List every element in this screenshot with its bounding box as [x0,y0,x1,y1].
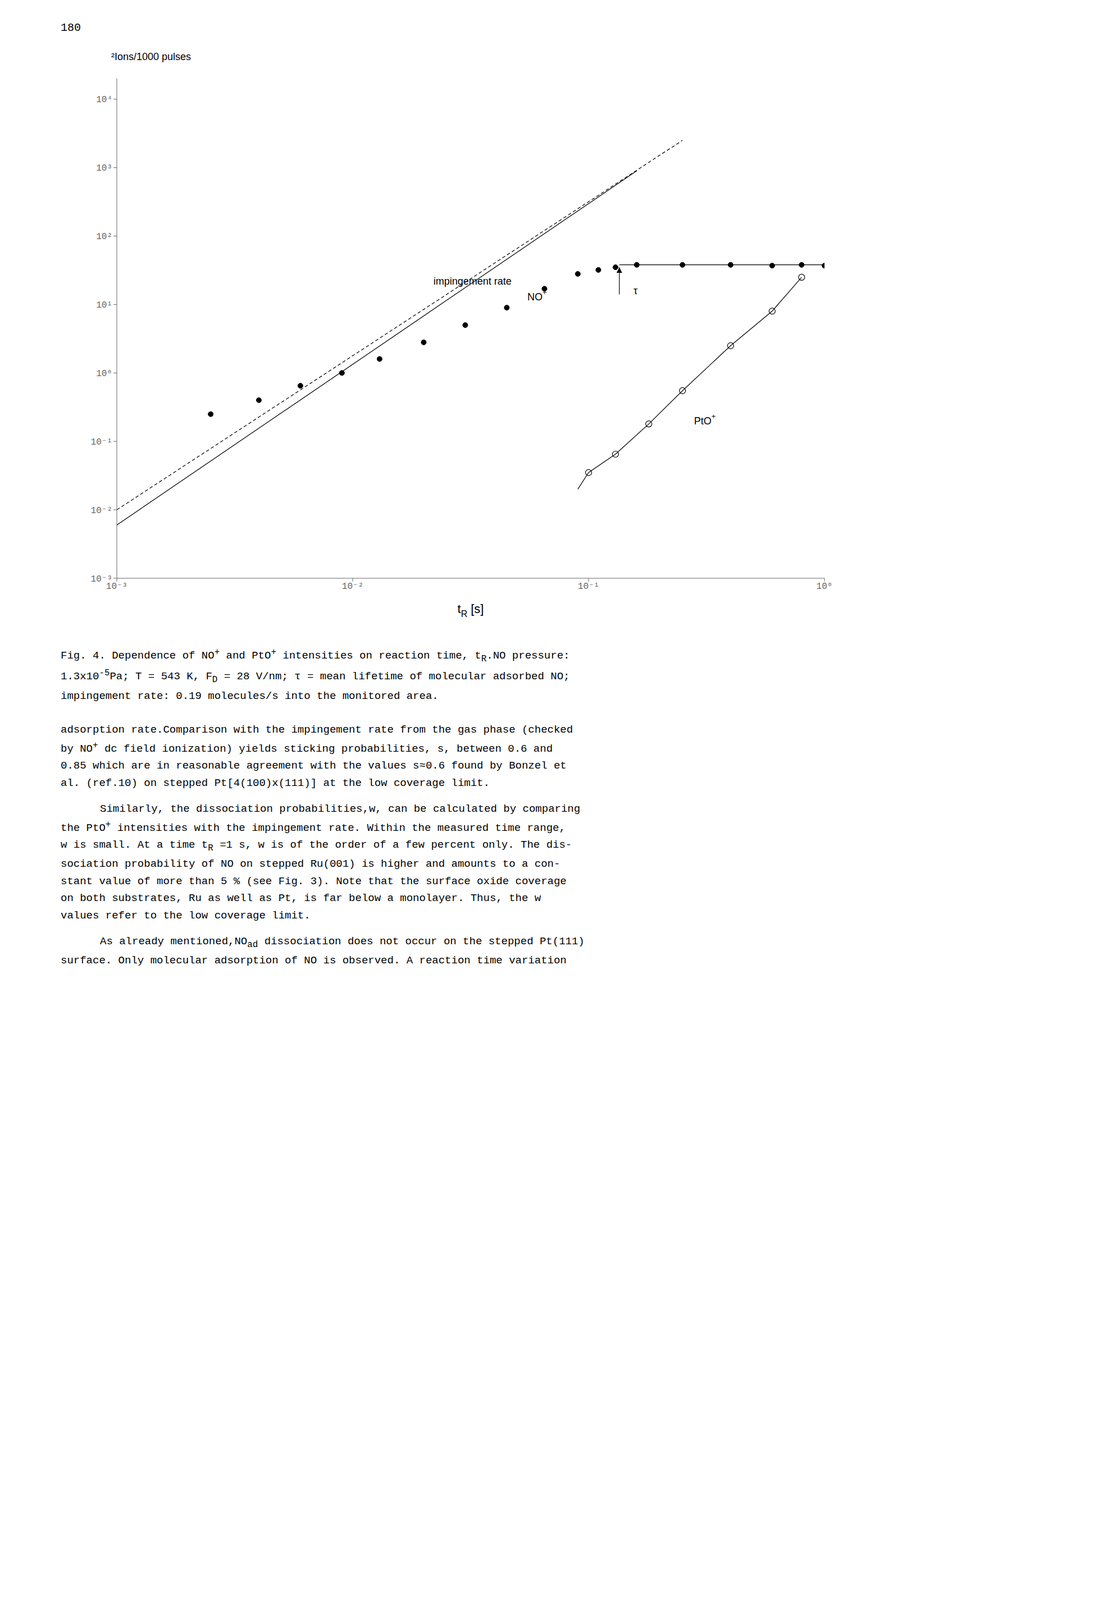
svg-text:impingement rate: impingement rate [433,275,512,287]
svg-text:10²: 10² [96,231,113,243]
html-text:Fig. 4. Dependence of NO+and P: Fig. 4. Dependence of NO+and PtO+intensi… [60,647,570,665]
svg-text:10⁻³: 10⁻³ [106,582,128,593]
svg-text:10⁻¹: 10⁻¹ [90,437,113,448]
html-text:adsorption rate.Comparison wit: adsorption rate.Comparison with the impi… [60,724,573,737]
svg-text:10⁻³: 10⁻³ [90,574,113,585]
svg-text:10³: 10³ [96,163,113,174]
svg-text:NO+: NO+ [527,288,548,303]
html-text:1.3x10-5Pa; T = 543 K, FD= 28: 1.3x10-5Pa; T = 543 K, FD= 28 V/nm; τ = … [60,668,570,686]
svg-text:τ: τ [633,285,638,297]
svg-text:10⁻¹: 10⁻¹ [577,581,600,592]
html-text:values refer to the low covera: values refer to the low coverage limit. [60,909,311,922]
svg-text:PtO+: PtO+ [694,412,717,427]
svg-text:10⁻²: 10⁻² [342,581,364,592]
html-text:by NO+dc field ionization) yie: by NO+dc field ionization) yields sticki… [60,740,553,756]
svg-text:10⁴: 10⁴ [96,94,113,106]
html-text:w is small. At a time tR=1 s,: w is small. At a time tR=1 s, w is of th… [60,839,572,854]
svg-text:10⁰: 10⁰ [96,368,113,380]
svg-text:tR [s]: tR [s] [457,602,485,619]
html-text:180: 180 [60,21,81,35]
svg-text:10⁰: 10⁰ [816,581,833,592]
html-text:al. (ref.10) on stepped Pt[4(1: al. (ref.10) on stepped Pt[4(100)x(111)]… [60,777,490,790]
html-text:impingement rate: 0.19 molecul: impingement rate: 0.19 molecules/s into … [60,690,439,703]
svg-text:10⁻²: 10⁻² [90,506,113,517]
svg-text:10¹: 10¹ [96,300,113,311]
html-text:stant value of more than 5 % (: stant value of more than 5 % (see Fig. 3… [60,875,567,888]
html-text:Similarly, the dissociation pr: Similarly, the dissociation probabilitie… [99,803,581,816]
html-text:surface. Only molecular adsorp: surface. Only molecular adsorption of NO… [60,954,567,968]
html-text:on both substrates, Ru as well: on both substrates, Ru as well as Pt, is… [60,892,541,905]
html-text:0.85 which are in reasonable a: 0.85 which are in reasonable agreement w… [60,760,567,773]
html-text:sociation probability of NO on: sociation probability of NO on stepped R… [60,858,561,871]
html-text:²Ions/1000 pulses: ²Ions/1000 pulses [111,51,192,63]
html-text:the PtO+intensities with the i: the PtO+intensities with the impingement… [60,819,566,835]
html-text:As already mentioned,NOaddisso: As already mentioned,NOaddissociation do… [99,935,585,951]
